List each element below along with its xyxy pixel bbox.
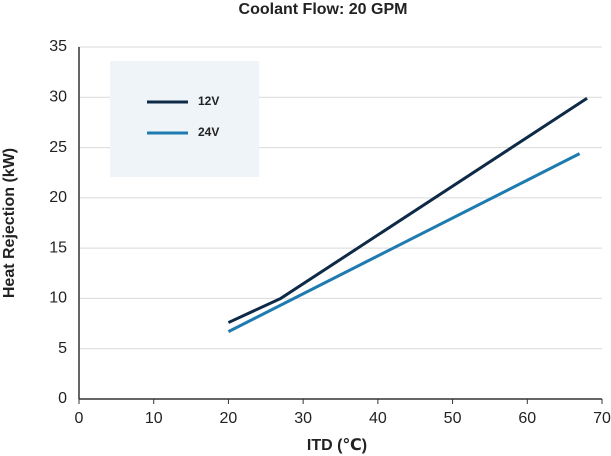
x-tick-label: 0 [75, 410, 84, 427]
line-series [227, 97, 588, 324]
x-tick-label: 30 [294, 410, 312, 427]
legend-box [110, 61, 259, 177]
y-tick-label: 30 [49, 89, 67, 106]
y-tick-label: 25 [49, 139, 67, 156]
legend-label: 12V [198, 94, 219, 108]
y-tick-label: 5 [58, 340, 67, 357]
y-tick-label: 0 [58, 390, 67, 407]
y-axis-title: Heat Rejection (kW) [1, 148, 18, 298]
x-tick-label: 10 [145, 410, 163, 427]
y-tick-label: 35 [49, 38, 67, 55]
x-tick-label: 50 [444, 410, 462, 427]
x-tick-label: 40 [369, 410, 387, 427]
legend-label: 24V [198, 125, 219, 139]
y-tick-label: 20 [49, 189, 67, 206]
x-tick-label: 60 [518, 410, 536, 427]
x-axis-title: ITD (℃) [307, 437, 367, 454]
chart-title: Coolant Flow: 20 GPM [239, 1, 408, 18]
x-tick-label: 70 [593, 410, 611, 427]
y-tick-label: 15 [49, 239, 67, 256]
y-tick-label: 10 [49, 290, 67, 307]
x-tick-label: 20 [220, 410, 238, 427]
line-series [227, 152, 581, 333]
